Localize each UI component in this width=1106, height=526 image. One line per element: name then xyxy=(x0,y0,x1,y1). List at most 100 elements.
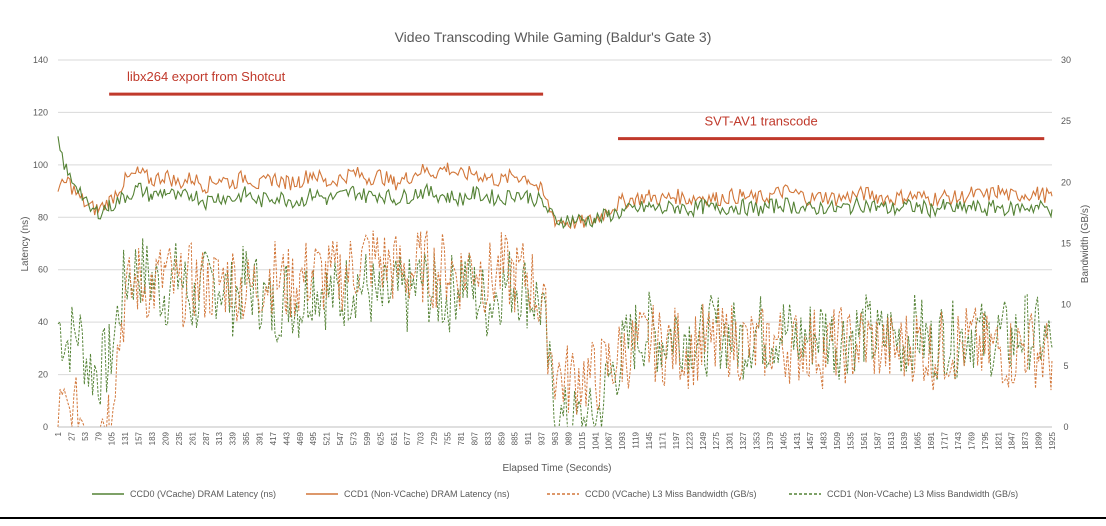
x-tick-label: 1743 xyxy=(954,431,963,449)
x-tick-label: 1717 xyxy=(941,431,950,449)
chart-title: Video Transcoding While Gaming (Baldur's… xyxy=(395,29,712,45)
y-tick-right-label: 25 xyxy=(1061,116,1071,126)
x-tick-label: 287 xyxy=(202,431,211,445)
x-tick-label: 807 xyxy=(470,431,479,445)
y-tick-left-label: 20 xyxy=(38,370,48,380)
x-tick-label: 1847 xyxy=(1008,431,1017,449)
y-tick-right-label: 0 xyxy=(1063,422,1068,432)
x-tick-label: 573 xyxy=(350,431,359,445)
x-tick-label: 417 xyxy=(269,431,278,445)
legend-label: CCD1 (Non-VCache) DRAM Latency (ns) xyxy=(344,489,510,499)
x-tick-label: 1665 xyxy=(914,431,923,449)
y-tick-left-label: 0 xyxy=(43,422,48,432)
x-axis-title: Elapsed Time (Seconds) xyxy=(503,463,612,474)
x-tick-label: 1613 xyxy=(887,431,896,449)
x-tick-label: 755 xyxy=(444,431,453,445)
x-tick-label: 1769 xyxy=(967,431,976,449)
x-tick-label: 1431 xyxy=(793,431,802,449)
y-tick-left-label: 100 xyxy=(33,160,48,170)
x-tick-label: 1015 xyxy=(578,431,587,449)
x-tick-label: 703 xyxy=(417,431,426,445)
x-tick-label: 651 xyxy=(390,431,399,445)
x-tick-label: 1119 xyxy=(632,431,641,448)
x-tick-label: 885 xyxy=(511,431,520,445)
legend-label: CCD1 (Non-VCache) L3 Miss Bandwidth (GB/… xyxy=(827,489,1018,499)
x-tick-label: 1899 xyxy=(1035,431,1044,449)
annotation-label: SVT-AV1 transcode xyxy=(705,114,818,129)
x-tick-label: 365 xyxy=(242,431,251,445)
x-tick-label: 183 xyxy=(148,431,157,445)
x-tick-label: 1587 xyxy=(873,431,882,449)
x-tick-label: 625 xyxy=(376,431,385,445)
y-tick-right-label: 5 xyxy=(1063,361,1068,371)
y-axis-title-left: Latency (ns) xyxy=(20,216,31,271)
x-tick-label: 105 xyxy=(108,431,117,445)
y-tick-left-label: 40 xyxy=(38,317,48,327)
x-tick-label: 963 xyxy=(551,431,560,445)
x-tick-label: 1041 xyxy=(591,431,600,449)
y-tick-right-label: 10 xyxy=(1061,300,1071,310)
x-tick-label: 1457 xyxy=(806,431,815,449)
x-tick-label: 469 xyxy=(296,431,305,445)
x-tick-label: 79 xyxy=(94,431,103,440)
series-line-2 xyxy=(57,230,1053,428)
x-tick-label: 729 xyxy=(430,431,439,445)
x-tick-label: 1821 xyxy=(994,431,1003,449)
x-tick-label: 1561 xyxy=(860,431,869,449)
x-tick-label: 989 xyxy=(564,431,573,445)
x-tick-label: 1795 xyxy=(981,431,990,449)
legend-label: CCD0 (VCache) DRAM Latency (ns) xyxy=(130,489,276,499)
x-tick-label: 261 xyxy=(188,431,197,445)
series-line-0 xyxy=(57,136,1053,230)
x-tick-label: 911 xyxy=(524,431,533,444)
x-tick-label: 1249 xyxy=(699,431,708,449)
x-tick-label: 443 xyxy=(282,431,291,445)
x-tick-label: 1353 xyxy=(752,431,761,449)
x-tick-label: 313 xyxy=(215,431,224,445)
x-tick-label: 1093 xyxy=(618,431,627,449)
x-tick-label: 1275 xyxy=(712,431,721,449)
x-tick-label: 27 xyxy=(67,431,76,440)
x-tick-label: 521 xyxy=(323,431,332,445)
x-tick-label: 1171 xyxy=(658,431,667,449)
y-tick-left-label: 80 xyxy=(38,212,48,222)
x-tick-label: 131 xyxy=(121,431,130,445)
x-tick-label: 859 xyxy=(497,431,506,445)
x-tick-label: 1197 xyxy=(672,431,681,449)
x-tick-label: 391 xyxy=(255,431,264,445)
x-tick-label: 1873 xyxy=(1021,431,1030,449)
x-tick-label: 1327 xyxy=(739,431,748,449)
x-tick-label: 781 xyxy=(457,431,466,445)
x-tick-label: 547 xyxy=(336,431,345,445)
x-tick-label: 1145 xyxy=(645,431,654,449)
y-tick-right-label: 20 xyxy=(1061,177,1071,187)
y-tick-right-label: 15 xyxy=(1061,239,1071,249)
x-tick-label: 1691 xyxy=(927,431,936,449)
x-tick-label: 1483 xyxy=(820,431,829,449)
x-tick-label: 677 xyxy=(403,431,412,445)
x-tick-label: 833 xyxy=(484,431,493,445)
x-tick-label: 1405 xyxy=(779,431,788,449)
x-tick-label: 1 xyxy=(54,431,63,436)
y-axis-title-right: Bandwidth (GB/s) xyxy=(1080,205,1091,283)
x-tick-label: 1509 xyxy=(833,431,842,449)
x-tick-label: 339 xyxy=(229,431,238,445)
x-tick-label: 599 xyxy=(363,431,372,445)
x-tick-label: 235 xyxy=(175,431,184,445)
x-tick-label: 1925 xyxy=(1048,431,1057,449)
x-tick-label: 53 xyxy=(81,431,90,440)
x-tick-label: 495 xyxy=(309,431,318,445)
x-tick-label: 209 xyxy=(161,431,170,445)
x-tick-label: 937 xyxy=(538,431,547,445)
x-tick-label: 1067 xyxy=(605,431,614,449)
annotation-label: libx264 export from Shotcut xyxy=(127,69,286,84)
series-line-1 xyxy=(57,162,1053,230)
x-tick-label: 1379 xyxy=(766,431,775,449)
x-tick-label: 1223 xyxy=(685,431,694,449)
y-tick-right-label: 30 xyxy=(1061,55,1071,65)
y-tick-left-label: 140 xyxy=(33,55,48,65)
y-tick-left-label: 60 xyxy=(38,265,48,275)
x-tick-label: 1301 xyxy=(726,431,735,449)
legend-label: CCD0 (VCache) L3 Miss Bandwidth (GB/s) xyxy=(585,489,757,499)
